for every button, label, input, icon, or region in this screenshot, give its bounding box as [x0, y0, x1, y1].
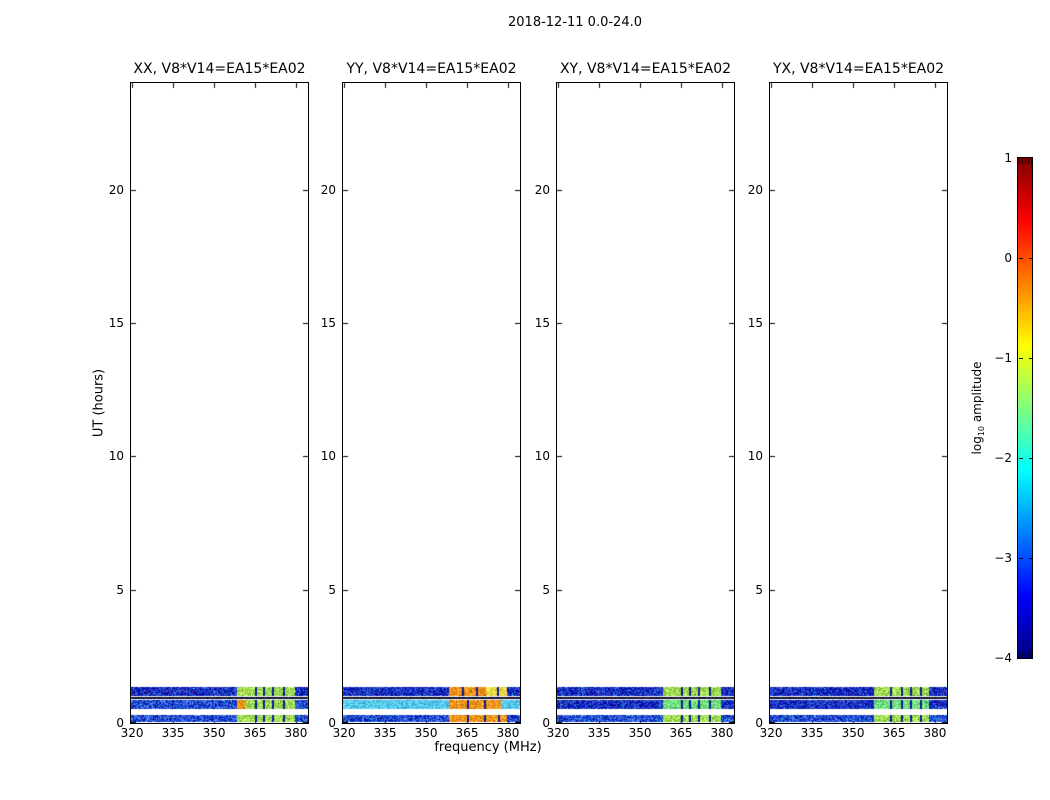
x-tick-label: 380	[923, 726, 947, 740]
y-tick-label: 0	[542, 716, 550, 730]
panel-title: YY, V8*V14=EA15*EA02	[346, 61, 517, 77]
colorbar-gradient	[1017, 157, 1033, 659]
y-tick-label: 5	[755, 582, 763, 597]
x-tick-label: 350	[841, 726, 865, 740]
panel-plot	[555, 81, 735, 724]
y-tick-label: 10	[747, 449, 763, 464]
x-axis-label: frequency (MHz)	[434, 740, 542, 755]
colorbar-tick-label: 1	[1004, 151, 1012, 165]
x-tick-label: 320	[546, 726, 570, 740]
colorbar-label-prefix: log	[969, 436, 984, 455]
panel-title: XY, V8*V14=EA15*EA02	[559, 61, 732, 77]
colorbar-label-suffix: amplitude	[969, 361, 984, 426]
colorbar-tick-label: −4	[994, 651, 1012, 665]
figure-title: 2018-12-11 0.0-24.0	[508, 15, 642, 30]
y-tick-label: 0	[116, 716, 124, 730]
x-tick-label: 350	[202, 726, 226, 740]
panel-title: YX, V8*V14=EA15*EA02	[772, 61, 945, 77]
x-tick-label: 365	[882, 726, 906, 740]
spectrogram-canvas	[556, 82, 734, 723]
y-axis-label: UT (hours)	[91, 368, 107, 438]
spectrogram-canvas	[342, 82, 520, 723]
y-tick-label: 15	[108, 316, 124, 330]
colorbar-tick-label: −2	[994, 451, 1012, 465]
colorbar-tick-mark	[1019, 258, 1023, 259]
x-tick-label: 320	[332, 726, 356, 740]
colorbar-minor-ticks-top	[1019, 159, 1032, 164]
y-tick-label: 20	[534, 182, 550, 197]
x-tick-label: 335	[161, 726, 185, 740]
x-tick-label: 335	[587, 726, 611, 740]
x-tick-label: 380	[284, 726, 308, 740]
colorbar-label: log10 amplitude	[970, 362, 986, 455]
y-tick-label: 5	[328, 582, 336, 597]
panel-plot	[341, 81, 521, 724]
x-tick-label: 350	[628, 726, 652, 740]
x-tick-label: 335	[373, 726, 397, 740]
y-tick-label: 20	[747, 182, 763, 197]
colorbar-tick-mark	[1019, 358, 1023, 359]
spectrogram-canvas	[130, 82, 308, 723]
y-tick-label: 15	[747, 316, 763, 330]
colorbar-tick-label: −3	[994, 551, 1012, 565]
y-tick-label: 15	[534, 316, 550, 330]
x-tick-label: 320	[120, 726, 144, 740]
colorbar-label-subscript: 10	[977, 425, 987, 437]
x-tick-label: 365	[243, 726, 267, 740]
x-tick-label: 335	[800, 726, 824, 740]
x-tick-label: 365	[455, 726, 479, 740]
y-tick-label: 20	[108, 182, 124, 197]
y-tick-label: 10	[320, 449, 336, 464]
x-tick-label: 320	[759, 726, 783, 740]
colorbar-tick-mark	[1029, 558, 1033, 559]
y-tick-label: 5	[116, 582, 124, 597]
x-tick-label: 350	[414, 726, 438, 740]
y-tick-label: 20	[320, 182, 336, 197]
colorbar-tick-mark	[1019, 558, 1023, 559]
panel-plot	[129, 81, 309, 724]
spectrogram-canvas	[769, 82, 947, 723]
y-tick-label: 0	[755, 716, 763, 730]
panel-title: XX, V8*V14=EA15*EA02	[133, 61, 306, 77]
y-tick-label: 5	[542, 582, 550, 597]
y-tick-label: 15	[320, 316, 336, 330]
x-tick-label: 365	[669, 726, 693, 740]
colorbar-tick-label: −1	[994, 351, 1012, 365]
colorbar-tick-label: 0	[1004, 251, 1012, 265]
panel-plot	[768, 81, 948, 724]
colorbar-tick-mark	[1029, 458, 1033, 459]
colorbar-minor-ticks-bottom	[1019, 652, 1032, 657]
colorbar-tick-mark	[1029, 358, 1033, 359]
y-tick-label: 0	[328, 716, 336, 730]
y-tick-label: 10	[108, 449, 124, 464]
y-tick-label: 10	[534, 449, 550, 464]
x-tick-label: 380	[710, 726, 734, 740]
x-tick-label: 380	[496, 726, 520, 740]
colorbar-tick-mark	[1029, 258, 1033, 259]
colorbar-tick-mark	[1019, 458, 1023, 459]
